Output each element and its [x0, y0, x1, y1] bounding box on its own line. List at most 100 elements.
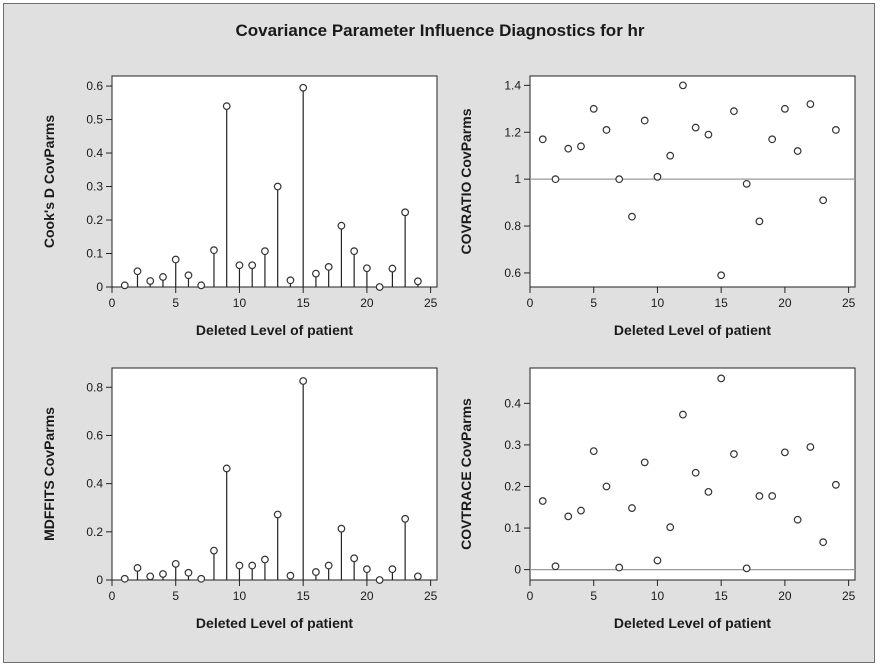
panel-1-x-tick-label: 20 — [360, 296, 374, 310]
panel-1-x-tick-label: 0 — [109, 296, 116, 310]
panel-2-point — [781, 104, 789, 113]
panel-4-point — [602, 482, 611, 491]
panel-2-point — [653, 172, 662, 181]
panel-1-point — [133, 267, 142, 276]
panel-1-point — [197, 281, 206, 290]
panel-3-point — [197, 574, 206, 583]
panel-3-point — [235, 561, 244, 570]
panel-4-point — [589, 447, 598, 456]
panel-4: 0 5 10 15 20 25 0 0.1 0.2 0.3 0.4 Deleted Level of … — [458, 367, 856, 631]
panel-2-point — [806, 100, 815, 109]
panel-3-y-tick-label: 0.8 — [86, 380, 103, 394]
panel-3-x-tick-label: 15 — [296, 589, 310, 603]
panel-1-point — [273, 182, 282, 191]
panel-2-x-tick-label: 10 — [651, 296, 665, 310]
panel-3-point — [273, 510, 282, 519]
panel-1-y-tick-label: 0.4 — [86, 146, 103, 160]
panel-3-point — [286, 571, 295, 580]
panel-2-point — [564, 144, 573, 153]
panel-4-point — [551, 562, 560, 571]
panel-1-point — [299, 83, 308, 92]
panel-1-y-axis-title: Cook's D CovParms — [41, 115, 57, 248]
panel-4-y-axis-title: COVTRACE CovParms — [458, 398, 474, 550]
panel-1-point — [210, 246, 218, 255]
panel-2-point — [831, 126, 840, 134]
panel-3-x-tick-label: 20 — [360, 589, 374, 603]
panel-1-point — [324, 263, 333, 271]
panel-3-x-tick-label: 25 — [424, 589, 438, 603]
panel-1-x-axis-title: Deleted Level of patient — [196, 322, 353, 338]
panel-1-point — [388, 264, 397, 273]
panel-4-y-tick-label: 0.1 — [504, 521, 521, 535]
panel-2-x-tick-label: 5 — [590, 296, 597, 310]
panel-1-point — [286, 276, 295, 285]
panel-1-point — [120, 281, 129, 290]
panel-2-point — [602, 126, 611, 134]
panel-3-point — [413, 572, 422, 581]
panel-1-y-tick-label: 0.6 — [86, 79, 103, 93]
panel-4-point — [691, 468, 700, 477]
panel-2-point — [730, 107, 738, 116]
panel-3-y-tick-label: 0.2 — [86, 525, 103, 539]
panel-4-point — [679, 410, 687, 419]
panel-1-y-tick-label: 0.1 — [86, 247, 103, 261]
panel-4-point — [755, 492, 764, 500]
panel-1-x-tick-label: 25 — [424, 296, 438, 310]
panel-3-x-tick-label: 10 — [233, 589, 247, 603]
panel-4-x-tick-label: 15 — [714, 589, 728, 603]
panel-1-y-tick-label: 0.5 — [86, 113, 103, 127]
panel-3-point — [312, 568, 320, 576]
panel-2-point — [666, 151, 675, 160]
panel-1: 0 5 10 15 20 25 0 0.1 0.2 0.3 0.4 0.5 0.6 Deleted Lev… — [41, 75, 438, 338]
panel-1-point — [248, 261, 257, 270]
panel-2-x-tick-label: 15 — [714, 296, 728, 310]
figure-title: Covariance Parameter Influence Diagnosti… — [235, 21, 645, 40]
panel-1-plot-area — [111, 75, 438, 288]
panel-1-point — [159, 273, 167, 281]
panel-4-x-tick-label: 0 — [527, 589, 534, 603]
panel-1-x-tick-label: 5 — [172, 296, 179, 310]
panel-4-point — [793, 515, 802, 524]
panel-1-point — [222, 102, 231, 111]
panel-1-point — [337, 221, 346, 230]
panel-3-point — [184, 568, 193, 577]
panel-1-point — [171, 255, 180, 264]
panel-1-y-tick-label: 0.2 — [86, 213, 103, 227]
panel-2-point — [615, 175, 624, 184]
panel-3-y-tick-label: 0 — [96, 573, 103, 587]
panel-4-point — [615, 563, 624, 572]
panel-3: 0 5 10 15 20 25 0 0.2 0.4 0.6 0.8 Deleted Level of … — [41, 367, 438, 631]
panel-1-point — [350, 247, 359, 256]
panel-3-point — [171, 559, 180, 568]
panel-4-point — [768, 492, 777, 500]
panel-2-point — [793, 147, 802, 155]
panel-3-point — [375, 576, 384, 584]
panel-3-point — [337, 524, 346, 533]
panel-3-y-tick-label: 0.6 — [86, 428, 103, 442]
panel-1-point — [261, 247, 269, 256]
panel-2-point — [819, 196, 828, 205]
panel-3-point — [363, 565, 371, 574]
panel-3-point — [248, 561, 257, 570]
panel-4-point — [717, 374, 726, 383]
panel-2-point — [551, 175, 560, 184]
panel-4-x-axis-title: Deleted Level of patient — [614, 615, 771, 631]
panel-3-point — [159, 570, 167, 578]
panel-2-point — [577, 142, 585, 151]
panel-4-point — [781, 448, 789, 457]
panel-2-point — [704, 130, 713, 139]
panel-4-y-tick-label: 0.3 — [504, 438, 521, 452]
panel-3-point — [120, 574, 129, 583]
panel-4-point — [704, 487, 713, 496]
panel-1-y-tick-label: 0 — [96, 280, 103, 294]
panel-4-point — [730, 450, 738, 458]
panel-3-point — [324, 561, 333, 570]
panel-4-point — [806, 443, 815, 451]
panel-2-point — [691, 123, 700, 132]
panel-2-point — [755, 217, 764, 226]
panel-1-point — [375, 283, 384, 291]
panel-2-x-tick-label: 0 — [527, 296, 534, 310]
panel-2-y-tick-label: 0.8 — [504, 219, 521, 233]
panel-2-y-tick-label: 1.4 — [504, 78, 521, 92]
